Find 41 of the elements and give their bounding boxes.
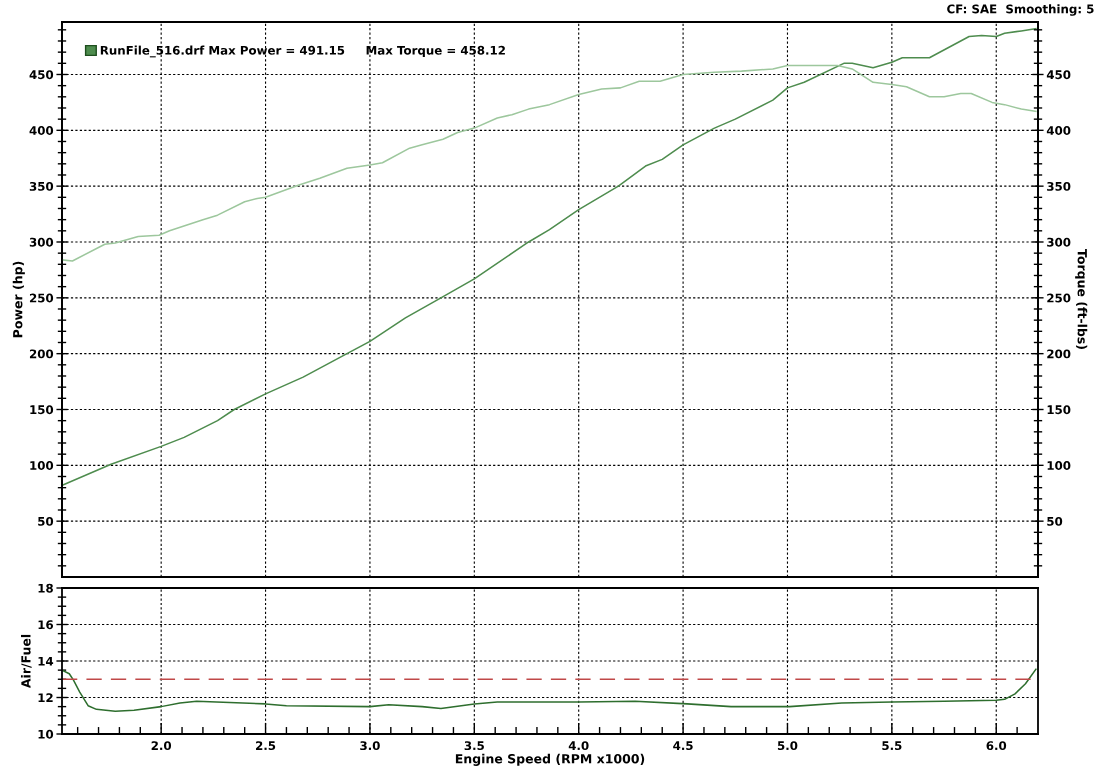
y-tick-label: 18	[38, 583, 53, 593]
x-tick-label: 4.5	[673, 741, 693, 751]
x-tick-label: 3.5	[464, 741, 484, 751]
line-series	[62, 668, 1037, 712]
line-series	[62, 27, 1037, 487]
y-tick-label: 400	[29, 126, 54, 135]
y2-tick-label: 150	[1047, 405, 1071, 415]
y2-tick-label: 300	[1047, 237, 1071, 247]
y-tick-label: 14	[38, 656, 54, 666]
y2-tick-label: 450	[1046, 70, 1071, 80]
x-tick-label: 5.0	[777, 741, 798, 751]
y-tick-label: 12	[38, 693, 53, 702]
x-tick-label: 6.0	[986, 741, 1007, 751]
y2-tick-label: 400	[1046, 126, 1071, 135]
x-tick-label: 5.5	[882, 741, 902, 751]
text: CF: SAE Smoothing: 5	[947, 4, 1094, 16]
y2-tick-label: 250	[1047, 293, 1071, 303]
y-tick-label: 350	[29, 181, 54, 191]
x-tick-label: 3.0	[360, 741, 380, 751]
y-tick-label: 100	[30, 461, 54, 470]
x-tick-label: 2.0	[151, 741, 172, 751]
y2-tick-label: 350	[1047, 181, 1071, 191]
y-axis-title: Power (hp)	[12, 261, 25, 338]
y2-tick-label: 50	[1047, 516, 1063, 526]
y-tick-label: 50	[38, 516, 54, 526]
legend-label: RunFile_516.drf Max Power = 491.15 Max Torque = 458.12	[100, 45, 505, 58]
y-tick-label: 200	[29, 349, 54, 359]
x-axis-title: Engine Speed (RPM x1000)	[455, 753, 645, 766]
y-tick-label: 250	[29, 293, 54, 303]
y2-tick-label: 200	[1047, 349, 1071, 359]
y-tick-label: 10	[38, 729, 54, 739]
line-series	[62, 64, 1037, 262]
y-tick-label: 150	[30, 405, 54, 415]
y-tick-label: 450	[29, 70, 54, 80]
x-tick-label: 2.5	[256, 741, 276, 751]
y2-axis-title: Torque (ft-lbs)	[1075, 249, 1088, 349]
y-tick-label: 16	[38, 620, 54, 630]
y-tick-label: 300	[29, 237, 54, 247]
y-axis-title: Air/Fuel	[20, 634, 32, 689]
x-tick-label: 4.0	[568, 741, 589, 751]
y2-tick-label: 100	[1047, 461, 1071, 470]
